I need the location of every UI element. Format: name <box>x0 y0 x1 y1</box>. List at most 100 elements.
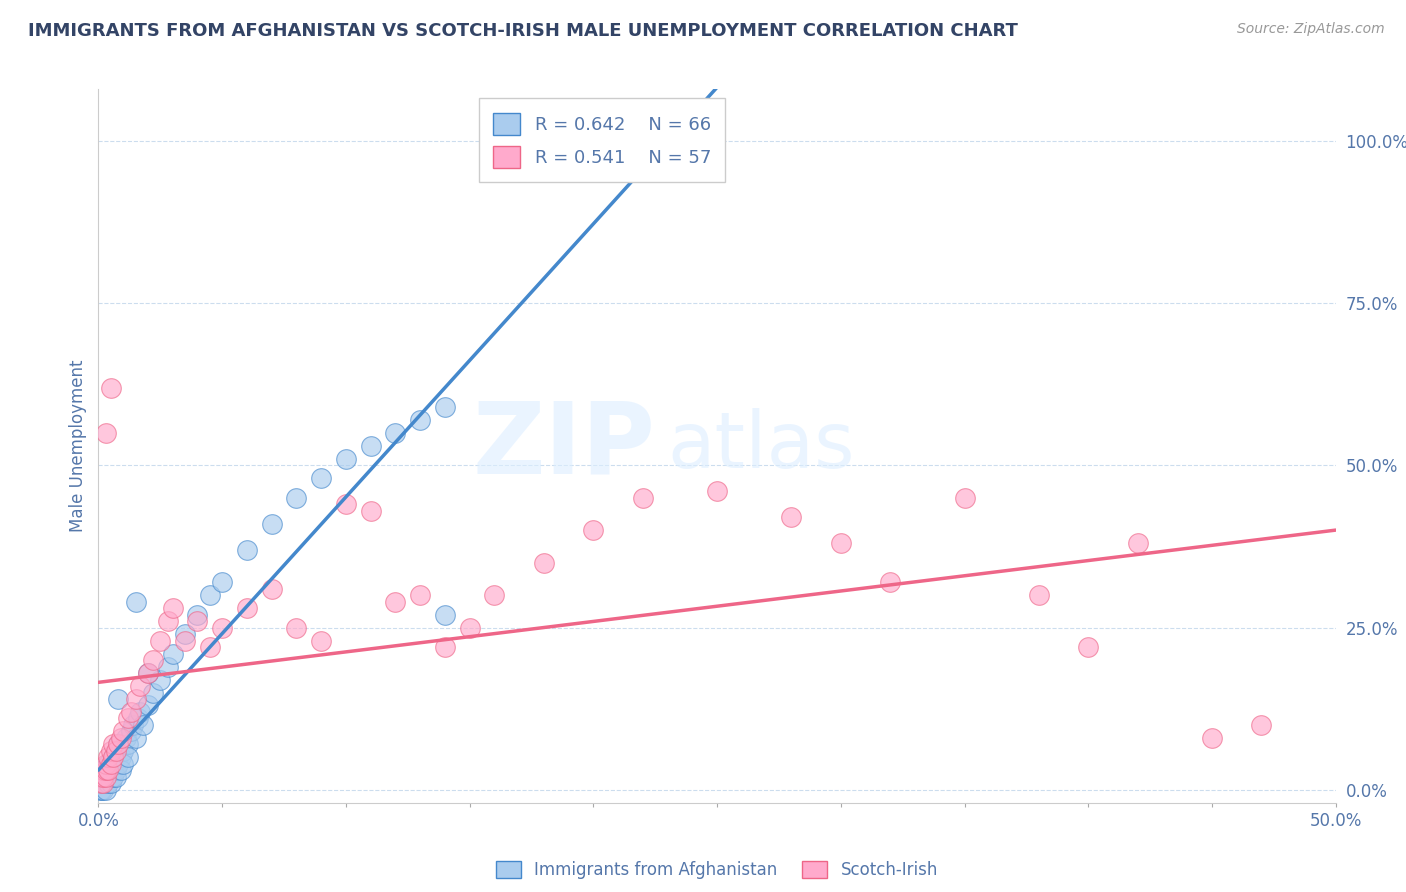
Point <box>117 738 139 752</box>
Point <box>104 744 127 758</box>
Point <box>93 776 115 790</box>
Point <box>90 770 112 784</box>
Point <box>360 504 382 518</box>
Point <box>409 413 432 427</box>
Point <box>127 711 149 725</box>
Point <box>236 542 259 557</box>
Point <box>90 782 112 797</box>
Point <box>93 770 115 784</box>
Point <box>94 764 117 778</box>
Point <box>100 744 122 758</box>
Point <box>104 744 127 758</box>
Point <box>120 724 142 739</box>
Point <box>94 770 117 784</box>
Point <box>120 705 142 719</box>
Point <box>879 575 901 590</box>
Point <box>129 705 152 719</box>
Point <box>186 607 208 622</box>
Point <box>433 640 456 654</box>
Point <box>122 718 145 732</box>
Point <box>384 425 406 440</box>
Point <box>104 770 127 784</box>
Point <box>97 764 120 778</box>
Point <box>93 782 115 797</box>
Point <box>104 764 127 778</box>
Point <box>117 750 139 764</box>
Point <box>433 607 456 622</box>
Point <box>94 425 117 440</box>
Text: Source: ZipAtlas.com: Source: ZipAtlas.com <box>1237 22 1385 37</box>
Point <box>112 756 135 771</box>
Point <box>94 782 117 797</box>
Point <box>97 756 120 771</box>
Point <box>100 770 122 784</box>
Point <box>162 601 184 615</box>
Point <box>174 627 197 641</box>
Point <box>433 400 456 414</box>
Point <box>94 764 117 778</box>
Point <box>384 595 406 609</box>
Point <box>100 381 122 395</box>
Point <box>211 575 233 590</box>
Point <box>112 744 135 758</box>
Point <box>100 776 122 790</box>
Point <box>90 782 112 797</box>
Point <box>107 738 129 752</box>
Point <box>1250 718 1272 732</box>
Point <box>1126 536 1149 550</box>
Y-axis label: Male Unemployment: Male Unemployment <box>69 359 87 533</box>
Point <box>94 770 117 784</box>
Point <box>409 588 432 602</box>
Point <box>93 770 115 784</box>
Point <box>533 556 555 570</box>
Point <box>162 647 184 661</box>
Point <box>129 679 152 693</box>
Point <box>117 711 139 725</box>
Text: ZIP: ZIP <box>472 398 655 494</box>
Point <box>582 524 605 538</box>
Point <box>90 770 112 784</box>
Point <box>103 738 125 752</box>
Point <box>97 764 120 778</box>
Point <box>107 756 129 771</box>
Point <box>186 614 208 628</box>
Point <box>335 497 357 511</box>
Point <box>484 588 506 602</box>
Legend: Immigrants from Afghanistan, Scotch-Irish: Immigrants from Afghanistan, Scotch-Iris… <box>488 853 946 888</box>
Point <box>107 738 129 752</box>
Point <box>100 756 122 771</box>
Point <box>260 582 283 596</box>
Point <box>103 750 125 764</box>
Point <box>93 770 115 784</box>
Point <box>285 621 308 635</box>
Point <box>107 692 129 706</box>
Point <box>1077 640 1099 654</box>
Point <box>309 633 332 648</box>
Point <box>149 673 172 687</box>
Point <box>124 595 146 609</box>
Point <box>97 770 120 784</box>
Point <box>285 491 308 505</box>
Point <box>124 731 146 745</box>
Point <box>236 601 259 615</box>
Point <box>260 516 283 531</box>
Point <box>110 750 132 764</box>
Point <box>458 621 481 635</box>
Point <box>156 659 179 673</box>
Point <box>112 724 135 739</box>
Point <box>103 764 125 778</box>
Point <box>309 471 332 485</box>
Point <box>706 484 728 499</box>
Text: atlas: atlas <box>668 408 855 484</box>
Point <box>198 588 221 602</box>
Point <box>93 776 115 790</box>
Point <box>94 770 117 784</box>
Point <box>90 776 112 790</box>
Point <box>631 491 654 505</box>
Point <box>136 666 159 681</box>
Point <box>156 614 179 628</box>
Point <box>830 536 852 550</box>
Point <box>93 764 115 778</box>
Point <box>94 776 117 790</box>
Point <box>142 685 165 699</box>
